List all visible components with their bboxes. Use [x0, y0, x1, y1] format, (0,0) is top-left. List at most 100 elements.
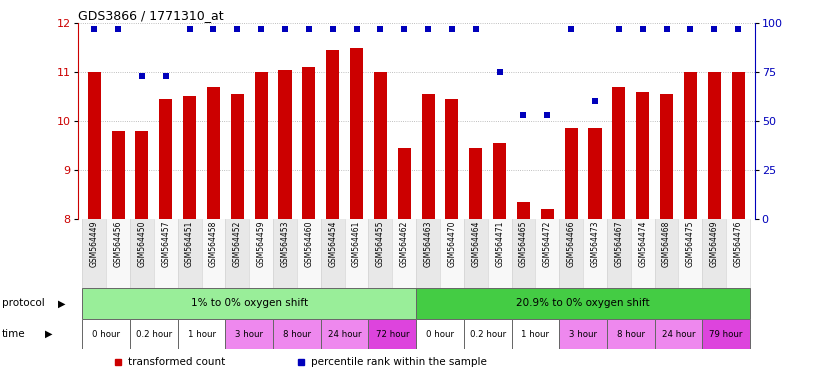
Bar: [440, 219, 463, 288]
Bar: [416, 319, 463, 349]
Bar: [703, 319, 750, 349]
Bar: [517, 202, 530, 219]
Bar: [350, 48, 363, 219]
Point: [278, 26, 291, 32]
Text: GSM564465: GSM564465: [519, 221, 528, 267]
Bar: [273, 319, 321, 349]
Bar: [707, 72, 721, 219]
Bar: [369, 319, 416, 349]
Text: GSM564453: GSM564453: [281, 221, 290, 267]
Text: GSM564449: GSM564449: [90, 221, 99, 267]
Bar: [106, 219, 130, 288]
Bar: [374, 72, 387, 219]
Text: GSM564476: GSM564476: [734, 221, 743, 267]
Text: GSM564472: GSM564472: [543, 221, 552, 267]
Text: GSM564458: GSM564458: [209, 221, 218, 267]
Bar: [541, 209, 554, 219]
Bar: [488, 219, 512, 288]
Bar: [135, 131, 149, 219]
Point: [517, 112, 530, 118]
Point: [350, 26, 363, 32]
Bar: [130, 319, 178, 349]
Text: GSM564451: GSM564451: [185, 221, 194, 267]
Bar: [559, 319, 607, 349]
Bar: [87, 72, 100, 219]
Text: GSM564463: GSM564463: [424, 221, 432, 267]
Text: GDS3866 / 1771310_at: GDS3866 / 1771310_at: [78, 9, 223, 22]
Text: GSM564450: GSM564450: [137, 221, 146, 267]
Point: [183, 26, 196, 32]
Text: GSM564468: GSM564468: [662, 221, 671, 267]
Text: 72 hour: 72 hour: [375, 329, 409, 339]
Text: GSM564456: GSM564456: [113, 221, 122, 267]
Bar: [684, 72, 697, 219]
Bar: [493, 143, 506, 219]
Bar: [344, 219, 369, 288]
Bar: [631, 219, 654, 288]
Bar: [565, 128, 578, 219]
Point: [446, 26, 459, 32]
Text: GSM564474: GSM564474: [638, 221, 647, 267]
Bar: [654, 319, 703, 349]
Point: [732, 26, 745, 32]
Bar: [607, 319, 654, 349]
Bar: [612, 87, 625, 219]
Text: time: time: [2, 329, 25, 339]
Text: 3 hour: 3 hour: [235, 329, 264, 339]
Bar: [207, 87, 220, 219]
Bar: [321, 219, 344, 288]
Point: [684, 26, 697, 32]
Bar: [154, 219, 178, 288]
Text: GSM564475: GSM564475: [686, 221, 695, 267]
Text: GSM564457: GSM564457: [162, 221, 171, 267]
Bar: [82, 319, 130, 349]
Bar: [654, 219, 678, 288]
Bar: [297, 219, 321, 288]
Bar: [469, 148, 482, 219]
Text: GSM564454: GSM564454: [328, 221, 337, 267]
Bar: [607, 219, 631, 288]
Point: [565, 26, 578, 32]
Bar: [202, 219, 225, 288]
Text: 1% to 0% oxygen shift: 1% to 0% oxygen shift: [191, 298, 308, 308]
Text: GSM564459: GSM564459: [257, 221, 266, 267]
Bar: [559, 219, 583, 288]
Text: ▶: ▶: [45, 329, 53, 339]
Bar: [159, 99, 172, 219]
Text: 20.9% to 0% oxygen shift: 20.9% to 0% oxygen shift: [517, 298, 650, 308]
Text: GSM564467: GSM564467: [614, 221, 623, 267]
Bar: [588, 128, 601, 219]
Text: 79 hour: 79 hour: [709, 329, 743, 339]
Point: [397, 26, 410, 32]
Point: [87, 26, 100, 32]
Point: [541, 112, 554, 118]
Text: 0 hour: 0 hour: [92, 329, 120, 339]
Bar: [225, 319, 273, 349]
Text: 1 hour: 1 hour: [188, 329, 215, 339]
Point: [255, 26, 268, 32]
Point: [231, 26, 244, 32]
Point: [326, 26, 339, 32]
Text: GSM564471: GSM564471: [495, 221, 504, 267]
Text: protocol: protocol: [2, 298, 44, 308]
Point: [707, 26, 721, 32]
Text: GSM564470: GSM564470: [447, 221, 456, 267]
Point: [469, 26, 482, 32]
Point: [636, 26, 650, 32]
Text: GSM564460: GSM564460: [304, 221, 313, 267]
Text: 0.2 hour: 0.2 hour: [470, 329, 506, 339]
Bar: [82, 219, 106, 288]
Bar: [422, 94, 435, 219]
Text: 8 hour: 8 hour: [617, 329, 645, 339]
Bar: [463, 319, 512, 349]
Point: [660, 26, 673, 32]
Point: [612, 26, 625, 32]
Bar: [660, 94, 673, 219]
Text: percentile rank within the sample: percentile rank within the sample: [311, 356, 487, 367]
Text: GSM564466: GSM564466: [566, 221, 575, 267]
Bar: [249, 219, 273, 288]
Bar: [726, 219, 750, 288]
Text: GSM564462: GSM564462: [400, 221, 409, 267]
Bar: [130, 219, 154, 288]
Bar: [326, 50, 339, 219]
